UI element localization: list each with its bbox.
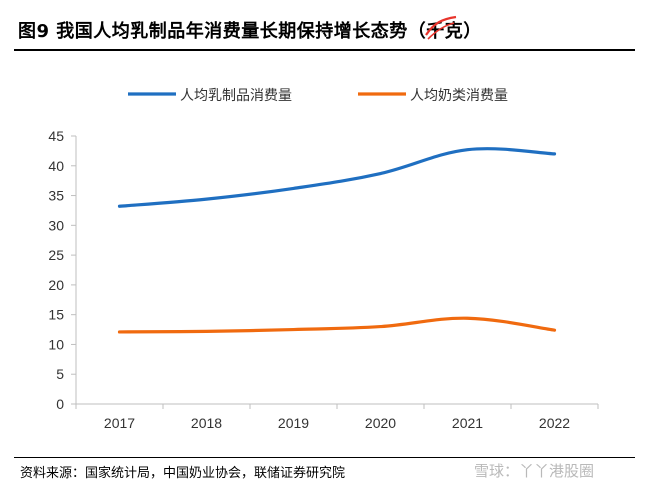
series-line-1 — [117, 147, 557, 208]
series-line-2 — [117, 316, 557, 334]
source-note: 资料来源：国家统计局，中国奶业协会，联储证券研究院 — [20, 466, 346, 481]
y-tick-label: 5 — [56, 366, 64, 382]
y-tick-label: 30 — [48, 217, 64, 233]
source-divider — [14, 457, 635, 458]
y-tick-label: 20 — [48, 277, 64, 293]
x-tick-label: 2017 — [104, 415, 135, 431]
page-title: 图9 我国人均乳制品年消费量长期保持增长态势（千克） — [18, 21, 482, 42]
y-tick-label: 35 — [48, 188, 64, 204]
chart: 0 5 10 15 20 25 30 35 40 45 2017 2018 2019 2020 2021 20… — [0, 56, 667, 446]
x-tick-label: 2018 — [191, 415, 222, 431]
y-tick-label: 15 — [48, 307, 64, 323]
watermark: 雪球：丫丫港股圈 — [474, 462, 595, 480]
y-tick-label: 40 — [48, 158, 64, 174]
title-bar: 图9 我国人均乳制品年消费量长期保持增长态势（千克） — [0, 0, 667, 50]
legend-label: 人均乳制品消费量 — [180, 88, 292, 104]
strike-mark-icon — [425, 15, 457, 40]
y-tick-label: 0 — [56, 396, 64, 412]
y-tick-label: 25 — [48, 247, 64, 263]
x-tick-label: 2021 — [452, 415, 483, 431]
y-tick-label: 10 — [48, 336, 64, 352]
title-divider — [14, 49, 635, 51]
line-chart: 0 5 10 15 20 25 30 35 40 45 2017 2018 2019 2020 2021 20… — [48, 88, 599, 431]
x-tick-label: 2022 — [539, 415, 570, 431]
y-tick-label: 45 — [48, 128, 64, 144]
x-tick-label: 2020 — [365, 415, 396, 431]
legend-label: 人均奶类消费量 — [410, 88, 508, 104]
x-tick-label: 2019 — [278, 415, 309, 431]
